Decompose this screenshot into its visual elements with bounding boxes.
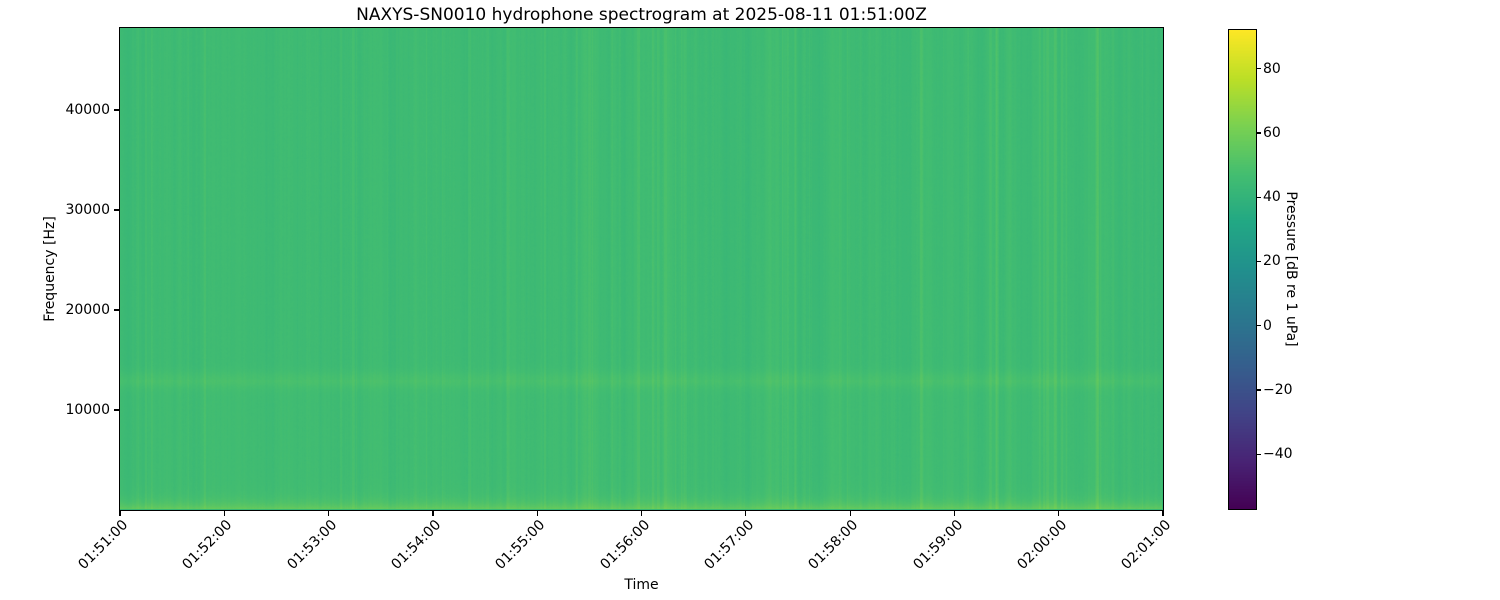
y-tick-mark — [114, 109, 119, 111]
plot-area — [119, 27, 1164, 511]
colorbar-tick-label: 60 — [1263, 124, 1281, 141]
y-tick-label: 20000 — [65, 302, 110, 318]
colorbar-tick-label: 20 — [1263, 253, 1281, 270]
x-tick-label: 01:51:00 — [75, 517, 132, 573]
x-tick-label: 01:55:00 — [492, 517, 549, 573]
colorbar — [1228, 29, 1257, 510]
x-tick-mark — [119, 510, 121, 516]
spectrogram-heatmap — [120, 28, 1162, 509]
colorbar-tick-mark — [1256, 325, 1261, 327]
x-tick-mark — [536, 510, 538, 516]
colorbar-label: Pressure [dB re 1 uPa] — [1283, 191, 1299, 347]
x-tick-mark — [849, 510, 851, 516]
x-tick-label: 01:53:00 — [284, 517, 340, 573]
x-tick-mark — [1162, 510, 1164, 516]
x-tick-label: 01:57:00 — [701, 517, 758, 573]
colorbar-tick-mark — [1256, 260, 1261, 263]
colorbar-tick-label: −20 — [1263, 382, 1293, 399]
colorbar-tick-mark — [1256, 389, 1261, 391]
y-tick-label: 30000 — [65, 202, 110, 218]
colorbar-tick-label: −40 — [1263, 446, 1293, 463]
x-tick-mark — [1058, 510, 1060, 516]
x-tick-label: 02:01:00 — [1118, 517, 1175, 573]
x-tick-label: 01:58:00 — [805, 517, 862, 573]
y-tick-mark — [114, 209, 119, 211]
x-axis-label: Time — [624, 577, 659, 593]
x-tick-mark — [432, 510, 434, 516]
colorbar-tick-label: 80 — [1263, 60, 1281, 77]
x-tick-label: 01:56:00 — [597, 517, 653, 573]
y-tick-mark — [114, 409, 119, 411]
x-tick-mark — [328, 510, 330, 516]
x-tick-label: 01:54:00 — [388, 517, 445, 573]
chart-title: NAXYS-SN0010 hydrophone spectrogram at 2… — [356, 5, 927, 25]
x-tick-mark — [953, 510, 956, 516]
x-tick-label: 02:00:00 — [1014, 517, 1071, 573]
y-tick-label: 40000 — [65, 102, 110, 118]
colorbar-tick-mark — [1256, 196, 1261, 198]
x-tick-mark — [745, 510, 747, 516]
colorbar-tick-mark — [1256, 453, 1261, 456]
colorbar-gradient — [1229, 30, 1256, 509]
x-tick-mark — [223, 510, 225, 516]
colorbar-tick-label: 0 — [1263, 317, 1272, 334]
x-tick-label: 01:52:00 — [179, 517, 236, 573]
x-tick-label: 01:59:00 — [909, 517, 966, 573]
x-tick-mark — [640, 510, 643, 516]
colorbar-tick-mark — [1256, 67, 1261, 70]
colorbar-tick-mark — [1256, 132, 1261, 134]
colorbar-tick-label: 40 — [1263, 189, 1281, 206]
y-axis-label: Frequency [Hz] — [42, 216, 58, 322]
y-tick-label: 10000 — [65, 402, 110, 418]
y-tick-mark — [114, 309, 119, 311]
